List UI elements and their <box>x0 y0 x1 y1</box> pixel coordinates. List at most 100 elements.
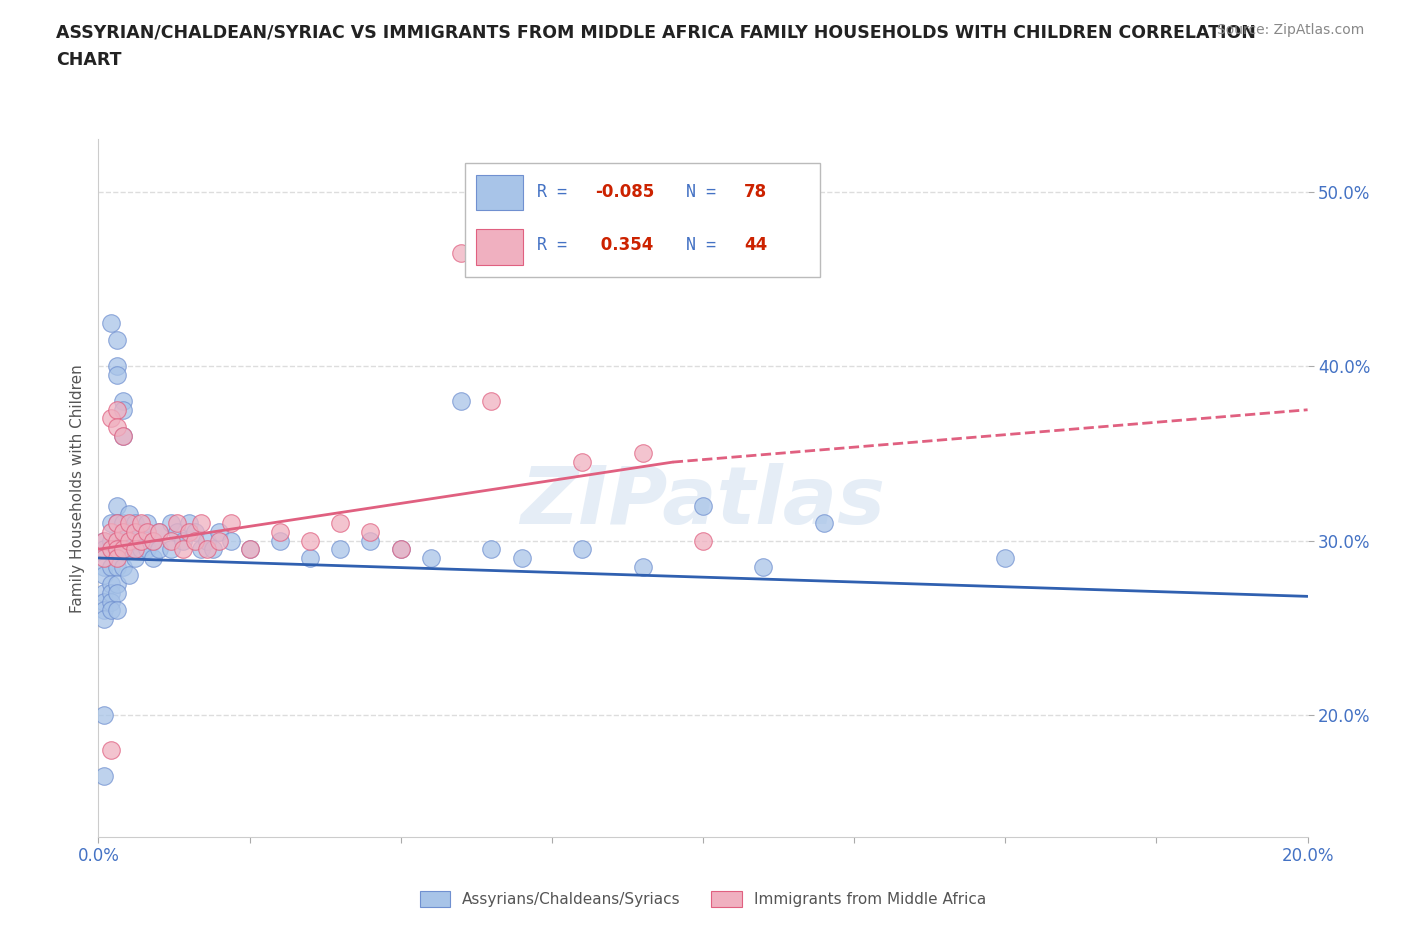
Point <box>299 551 322 565</box>
Point <box>100 559 122 574</box>
Point <box>360 533 382 548</box>
Point <box>111 515 134 530</box>
Point <box>571 455 593 470</box>
Point <box>160 533 183 548</box>
Point <box>481 542 503 557</box>
Point <box>190 515 212 530</box>
Point <box>389 542 412 557</box>
Point <box>148 542 170 557</box>
Point <box>105 542 128 557</box>
Point <box>111 542 134 557</box>
Point <box>124 515 146 530</box>
Point <box>142 533 165 548</box>
Point <box>510 551 533 565</box>
Point <box>105 333 128 348</box>
Point <box>118 542 141 557</box>
Point <box>111 403 134 418</box>
Point <box>93 551 115 565</box>
Point <box>195 533 218 548</box>
Point <box>111 525 134 539</box>
Point <box>142 533 165 548</box>
Point <box>166 525 188 539</box>
Point <box>299 533 322 548</box>
Point <box>100 742 122 757</box>
Point <box>105 498 128 513</box>
Point <box>124 533 146 548</box>
Point <box>631 446 654 461</box>
Point <box>571 542 593 557</box>
Point <box>100 577 122 591</box>
Text: CHART: CHART <box>56 51 122 69</box>
Point <box>177 515 201 530</box>
Point <box>160 515 183 530</box>
Point <box>105 359 128 374</box>
Legend: Assyrians/Chaldeans/Syriacs, Immigrants from Middle Africa: Assyrians/Chaldeans/Syriacs, Immigrants … <box>413 884 993 913</box>
Point <box>93 594 115 609</box>
Y-axis label: Family Households with Children: Family Households with Children <box>69 364 84 613</box>
Point <box>100 603 122 618</box>
Point <box>111 559 134 574</box>
Point <box>100 515 122 530</box>
Point <box>195 542 218 557</box>
Point <box>100 542 122 557</box>
Point <box>135 525 157 539</box>
Point <box>118 568 141 583</box>
Point <box>93 612 115 627</box>
Point <box>419 551 441 565</box>
Point <box>111 429 134 444</box>
Point <box>93 708 115 723</box>
Point <box>329 542 352 557</box>
Point <box>269 525 291 539</box>
Point <box>239 542 262 557</box>
Point <box>118 507 141 522</box>
Point <box>129 533 152 548</box>
Point <box>124 525 146 539</box>
Point <box>135 515 157 530</box>
Point <box>100 586 122 601</box>
Point <box>184 533 207 548</box>
Point <box>93 533 115 548</box>
Point <box>124 542 146 557</box>
Point <box>105 577 128 591</box>
Point <box>100 594 122 609</box>
Point <box>105 403 128 418</box>
Point <box>93 586 115 601</box>
Point <box>142 551 165 565</box>
Point <box>329 515 352 530</box>
Point <box>129 525 152 539</box>
Point <box>105 367 128 382</box>
Point <box>118 515 141 530</box>
Point <box>160 542 183 557</box>
Point <box>148 525 170 539</box>
Point <box>124 551 146 565</box>
Point <box>631 559 654 574</box>
Point <box>93 768 115 783</box>
Point <box>93 568 115 583</box>
Point <box>177 525 201 539</box>
Point <box>389 542 412 557</box>
Point <box>93 559 115 574</box>
Point <box>129 515 152 530</box>
Point <box>100 525 122 539</box>
Text: ASSYRIAN/CHALDEAN/SYRIAC VS IMMIGRANTS FROM MIDDLE AFRICA FAMILY HOUSEHOLDS WITH: ASSYRIAN/CHALDEAN/SYRIAC VS IMMIGRANTS F… <box>56 23 1256 41</box>
Point <box>692 533 714 548</box>
Point <box>190 542 212 557</box>
Point <box>239 542 262 557</box>
Point <box>93 542 115 557</box>
Point <box>450 246 472 260</box>
Point <box>208 533 231 548</box>
Point <box>105 559 128 574</box>
Point <box>105 533 128 548</box>
Point <box>105 533 128 548</box>
Point <box>481 393 503 408</box>
Point <box>752 559 775 574</box>
Point <box>105 603 128 618</box>
Point <box>93 533 115 548</box>
Point <box>105 515 128 530</box>
Point <box>450 393 472 408</box>
Point <box>111 393 134 408</box>
Text: Source: ZipAtlas.com: Source: ZipAtlas.com <box>1216 23 1364 37</box>
Point <box>111 429 134 444</box>
Text: ZIPatlas: ZIPatlas <box>520 463 886 541</box>
Point <box>221 515 243 530</box>
